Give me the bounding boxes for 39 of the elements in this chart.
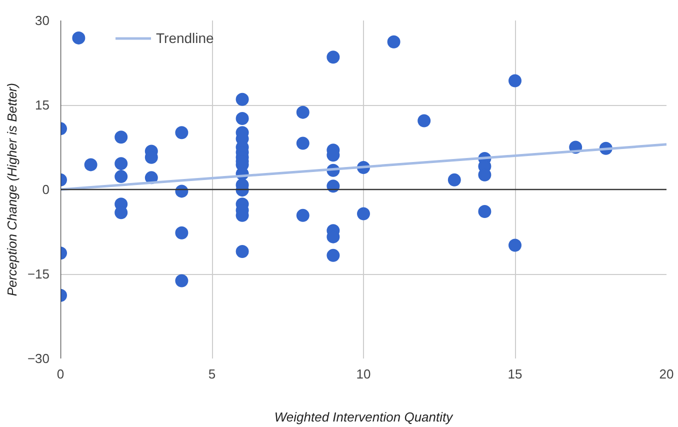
x-tick-label: 10 (356, 366, 371, 382)
point (236, 112, 249, 126)
point (114, 157, 128, 170)
point (236, 92, 249, 106)
point (296, 106, 310, 119)
y-tick-label: 0 (42, 182, 50, 197)
point (236, 244, 249, 258)
point (478, 204, 492, 218)
point (326, 180, 340, 193)
point (175, 126, 188, 140)
y-tick-label: 30 (35, 13, 50, 28)
point (175, 274, 188, 288)
y-axis-title: Perception Change (Higher is Better) (4, 82, 20, 296)
point (175, 184, 188, 198)
point (448, 173, 461, 186)
x-tick-label: 20 (659, 366, 674, 382)
x-tick-label: 15 (508, 366, 522, 382)
point (508, 238, 522, 252)
point (387, 35, 400, 48)
point (418, 114, 431, 128)
y-tick-label: −30 (27, 351, 50, 366)
point (114, 206, 128, 220)
point (296, 136, 310, 150)
point (296, 208, 310, 222)
point (508, 74, 522, 88)
y-tick-label: 15 (35, 98, 50, 112)
point (72, 31, 86, 44)
x-axis-title: Weighted Intervention Quantity (274, 410, 454, 424)
point (114, 130, 128, 144)
point (84, 158, 98, 172)
y-tick-label: −15 (27, 266, 50, 282)
point (175, 226, 188, 240)
point (357, 207, 370, 220)
x-tick-label: 5 (208, 366, 216, 382)
point (326, 248, 340, 262)
x-tick-label: 0 (56, 366, 64, 382)
point (114, 170, 128, 184)
point (326, 50, 340, 64)
legend-label: Trendline (156, 30, 214, 46)
